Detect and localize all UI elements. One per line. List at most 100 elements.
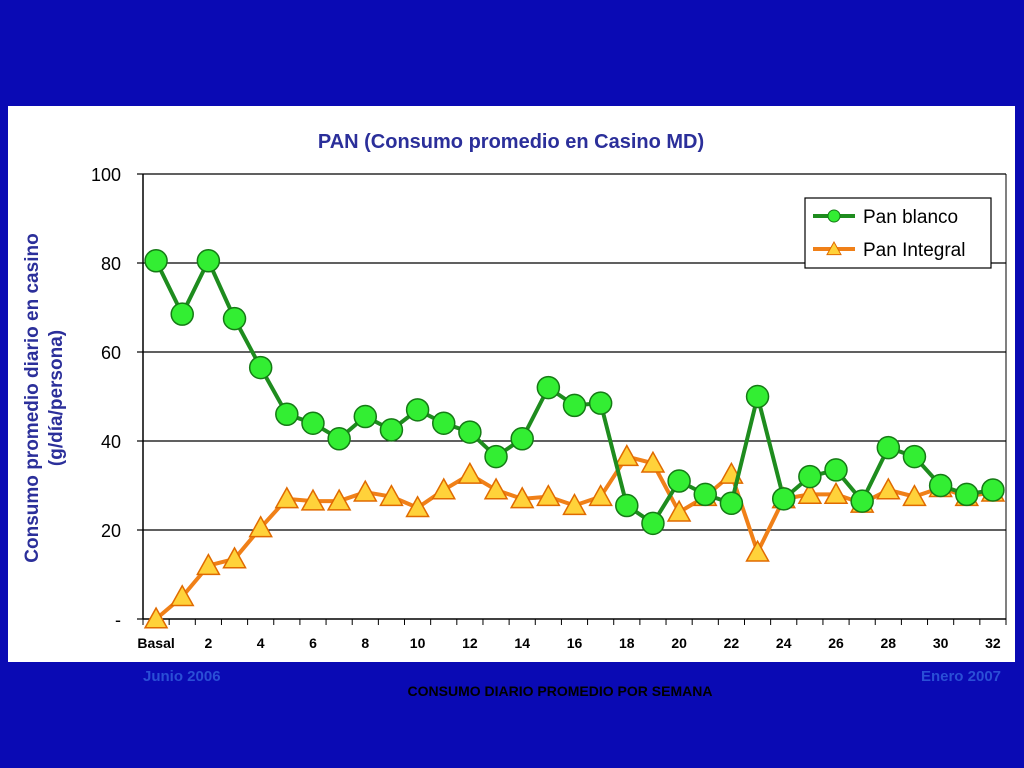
data-point-pan-integral — [509, 486, 535, 509]
data-point-pan-blanco — [144, 249, 168, 273]
end-date-note: Enero 2007 — [920, 668, 1001, 685]
y-tick-label: 60 — [101, 343, 121, 363]
data-point-pan-integral — [902, 484, 927, 507]
data-point-pan-integral — [169, 584, 195, 607]
data-point-pan-blanco — [275, 402, 299, 427]
data-point-pan-blanco — [745, 384, 770, 409]
data-point-pan-blanco — [615, 493, 639, 518]
data-point-pan-blanco — [248, 355, 273, 380]
data-point-pan-integral — [876, 477, 901, 500]
data-point-pan-blanco — [170, 302, 194, 326]
x-tick-label: 22 — [724, 635, 740, 651]
x-tick-label: 2 — [204, 635, 212, 651]
x-tick-label: 10 — [410, 635, 426, 651]
data-point-pan-blanco — [510, 427, 534, 451]
chart-title: PAN (Consumo promedio en Casino MD) — [318, 131, 704, 153]
legend-label: Pan blanco — [863, 207, 958, 228]
y-tick-label: 20 — [101, 521, 121, 541]
legend-box — [804, 197, 992, 269]
series-layer — [143, 249, 1006, 629]
x-axis-title: CONSUMO DIARIO PROMEDIO POR SEMANA — [407, 683, 713, 699]
data-point-pan-integral — [614, 444, 640, 467]
data-point-pan-integral — [300, 488, 326, 511]
x-tick-label: 30 — [933, 635, 949, 651]
y-tick-label: - — [115, 610, 121, 630]
data-point-pan-blanco — [222, 306, 247, 331]
data-point-pan-blanco — [693, 482, 718, 507]
chart-panel: PAN (Consumo promedio en Casino MD) Cons… — [8, 106, 1015, 662]
data-point-pan-blanco — [196, 249, 221, 273]
x-tick-label: 16 — [567, 635, 583, 651]
data-point-pan-blanco — [667, 469, 691, 493]
x-tick-label: 14 — [514, 635, 530, 651]
data-point-pan-blanco — [431, 411, 456, 435]
data-point-pan-integral — [326, 488, 352, 511]
data-point-pan-blanco — [850, 489, 874, 513]
data-point-pan-blanco — [484, 444, 508, 469]
x-tick-label: 8 — [361, 635, 369, 651]
data-point-pan-integral — [666, 499, 692, 522]
x-tick-label: 32 — [985, 635, 1001, 651]
x-tick-label: 4 — [257, 635, 265, 651]
data-point-pan-blanco — [641, 511, 665, 536]
data-point-pan-integral — [248, 515, 273, 538]
x-axis-ticks: Basal 2 4 6 8 10 12 14 16 18 20 22 24 26 28 30 32 — [137, 619, 1007, 651]
data-point-pan-blanco — [458, 420, 482, 444]
x-tick-label: Basal — [137, 635, 174, 651]
legend: Pan blanco Pan Integral — [804, 197, 992, 269]
data-point-pan-integral — [536, 484, 561, 507]
data-point-pan-blanco — [353, 404, 378, 429]
series-line-pan-blanco — [154, 258, 994, 526]
data-point-pan-blanco — [562, 393, 587, 418]
x-tick-label: 26 — [828, 635, 844, 651]
y-axis-ticks: - 20 40 60 80 100 — [91, 165, 143, 630]
x-tick-label: 28 — [881, 635, 897, 651]
axes — [142, 174, 1007, 620]
data-point-pan-blanco — [798, 464, 822, 489]
y-tick-label: 80 — [101, 254, 121, 274]
legend-marker-circle — [827, 209, 841, 223]
data-point-pan-blanco — [588, 391, 613, 415]
data-point-pan-integral — [353, 479, 378, 502]
x-tick-label: 6 — [309, 635, 317, 651]
series-line-pan-integral — [154, 454, 994, 621]
data-point-pan-blanco — [771, 487, 796, 511]
x-tick-label: 24 — [776, 635, 792, 651]
data-point-pan-integral — [640, 450, 666, 473]
legend-marker-triangle — [826, 240, 842, 256]
data-point-pan-integral — [562, 492, 587, 516]
data-point-pan-blanco — [379, 418, 404, 442]
data-point-pan-integral — [797, 481, 823, 504]
y-axis-label-line1: Consumo promedio diario en casino — [22, 233, 43, 562]
y-tick-label: 40 — [101, 432, 121, 452]
data-point-pan-blanco — [301, 411, 325, 435]
y-axis-label-line2: (g/día/persona) — [46, 330, 67, 466]
data-point-pan-blanco — [876, 435, 901, 460]
y-tick-label: 100 — [91, 165, 121, 185]
data-point-pan-blanco — [955, 482, 979, 507]
x-tick-label: 20 — [671, 635, 687, 651]
data-point-pan-blanco — [981, 478, 1005, 502]
data-point-pan-blanco — [536, 375, 561, 400]
data-point-pan-blanco — [405, 398, 430, 422]
data-point-pan-integral — [222, 546, 247, 569]
x-tick-label: 12 — [462, 635, 478, 651]
data-point-pan-integral — [588, 484, 613, 507]
data-point-pan-integral — [483, 477, 509, 500]
data-point-pan-integral — [196, 553, 221, 576]
legend-label: Pan Integral — [863, 240, 965, 261]
data-point-pan-integral — [379, 484, 404, 507]
data-point-pan-blanco — [902, 444, 927, 469]
data-point-pan-blanco — [327, 427, 351, 451]
data-point-pan-integral — [457, 461, 483, 484]
start-date-note: Junio 2006 — [143, 668, 221, 685]
data-point-pan-blanco — [824, 458, 848, 482]
data-point-pan-integral — [823, 481, 849, 504]
data-point-pan-blanco — [719, 491, 744, 516]
data-point-pan-blanco — [928, 473, 953, 498]
data-point-pan-integral — [431, 477, 457, 500]
data-point-pan-integral — [745, 539, 770, 562]
line-chart: PAN (Consumo promedio en Casino MD) Cons… — [22, 131, 1007, 651]
data-point-pan-integral — [143, 606, 169, 629]
x-tick-label: 18 — [619, 635, 635, 651]
